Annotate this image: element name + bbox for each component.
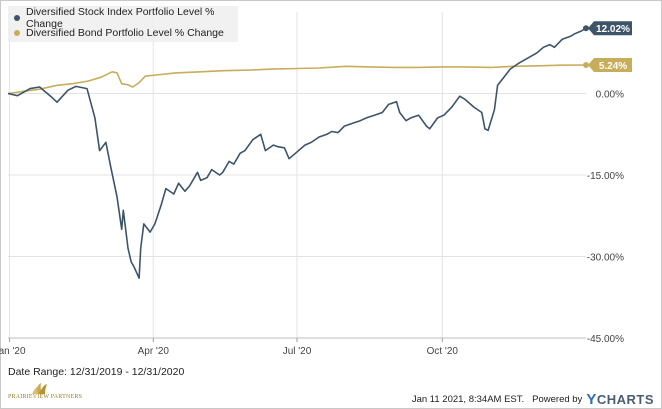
company-logo: PRAIRIEVIEW PARTNERS [8,382,82,406]
end-label-text-0: 12.02% [596,24,630,35]
logo-mark-icon [32,383,47,394]
legend-label-stock: Diversified Stock Index Portfolio Level … [26,5,215,30]
series-layer [7,25,589,279]
end-label-text-1: 5.24% [599,61,627,72]
x-tick-label: Jan '20 [0,346,26,357]
legend-dot-bond [14,29,20,36]
x-tick-label: Jul '20 [283,346,312,357]
footer-attribution: Jan 11 2021, 8:34AM EST. Powered by YCHA… [412,391,654,408]
series-end-point-0 [583,25,589,32]
legend-dot-stock [14,14,20,21]
end-label-0: 12.02% [588,21,632,36]
legend-item-bond[interactable]: Diversified Bond Portfolio Level % Chang… [14,25,238,40]
y-tick-label: -15.00% [587,171,624,182]
tick-labels: 0.00% -15.00% -30.00% -45.00% Jan '20 Apr '20… [0,90,624,358]
y-tick-label: -45.00% [587,334,624,345]
date-range: Date Range: 12/31/2019 - 12/31/2020 [8,366,185,378]
y-tick-label: 0.00% [596,90,624,101]
legend-label-bond: Diversified Bond Portfolio Level % Chang… [26,26,224,39]
series-end-point-1 [583,62,589,69]
ycharts-logo[interactable]: YCHARTS [586,391,654,408]
x-tick-label: Apr '20 [138,346,170,357]
gridlines [8,12,586,342]
end-labels: 5.24% 12.02% [588,21,632,73]
legend-item-stock[interactable]: Diversified Stock Index Portfolio Level … [14,6,238,30]
powered-by-label: Powered by [532,394,583,405]
y-tick-label: -30.00% [587,253,624,264]
series-line-1[interactable] [7,64,587,95]
series-line-0[interactable] [7,27,587,279]
timestamp: Jan 11 2021, 8:34AM EST. [411,394,525,405]
legend: Diversified Stock Index Portfolio Level … [8,6,238,42]
x-tick-label: Oct '20 [427,346,459,357]
logo-text: PRAIRIEVIEW PARTNERS [8,394,83,400]
end-label-1: 5.24% [588,58,632,73]
